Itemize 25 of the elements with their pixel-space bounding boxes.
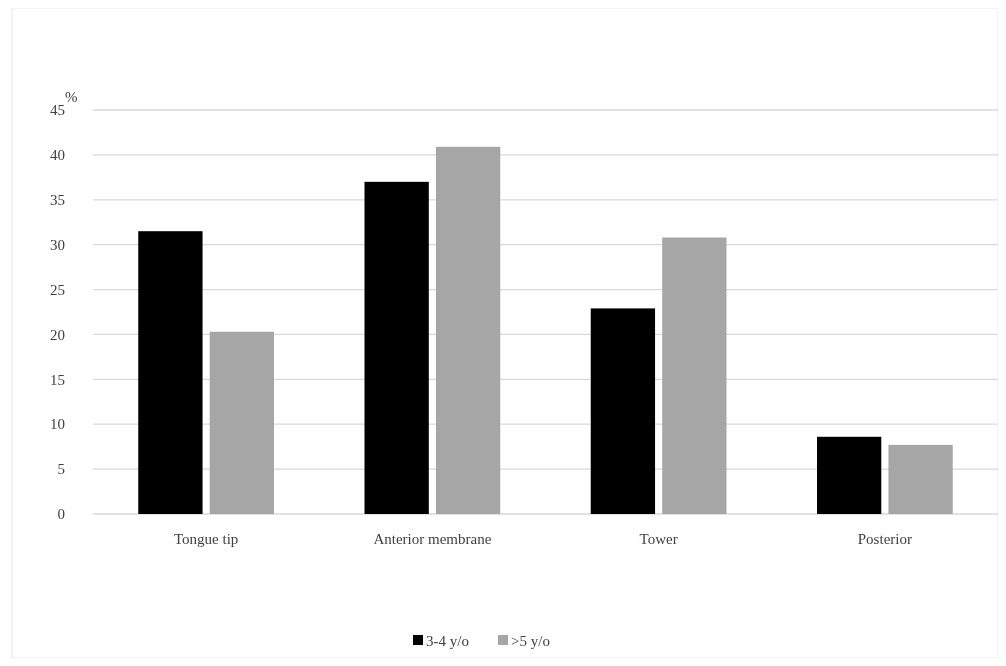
bar <box>364 181 429 514</box>
x-tick-label: Tongue tip <box>173 531 239 547</box>
x-tick-label: Tower <box>639 531 678 547</box>
y-tick-label: 5 <box>57 461 65 478</box>
legend-label: 3-4 y/o <box>426 633 469 649</box>
y-axis-title: % <box>65 89 78 105</box>
y-tick-label: 0 <box>57 506 65 523</box>
x-tick-label: Anterior membrane <box>373 531 492 547</box>
y-tick-label: 45 <box>50 102 65 119</box>
y-tick-label: 20 <box>50 326 65 343</box>
bar <box>435 146 501 514</box>
bar <box>888 444 953 514</box>
bar <box>817 436 882 514</box>
bar <box>662 237 727 514</box>
y-tick-label: 25 <box>50 281 65 298</box>
x-tick-label: Posterior <box>857 531 912 547</box>
y-tick-label: 30 <box>50 236 65 253</box>
bar <box>209 331 274 514</box>
y-tick-label: 40 <box>50 147 65 164</box>
bar <box>590 308 656 514</box>
y-tick-label: 15 <box>50 371 65 388</box>
bar <box>138 231 203 514</box>
legend-label: >5 y/o <box>511 633 550 649</box>
y-tick-label: 10 <box>50 416 65 433</box>
y-tick-label: 35 <box>50 192 65 209</box>
